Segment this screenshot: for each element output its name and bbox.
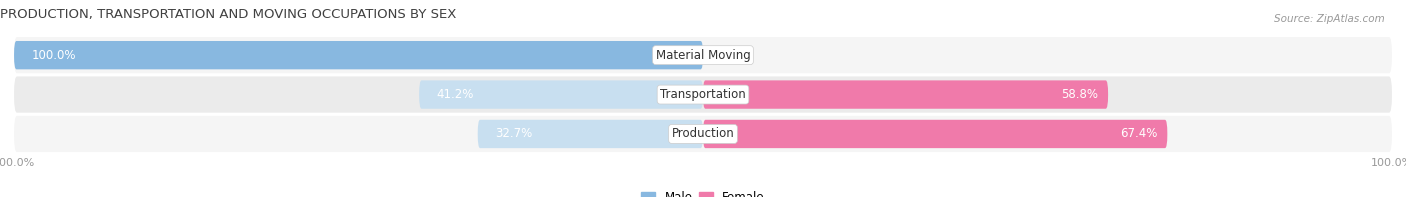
Text: 67.4%: 67.4% <box>1119 127 1157 140</box>
Text: PRODUCTION, TRANSPORTATION AND MOVING OCCUPATIONS BY SEX: PRODUCTION, TRANSPORTATION AND MOVING OC… <box>0 8 457 21</box>
Text: Production: Production <box>672 127 734 140</box>
Text: 32.7%: 32.7% <box>495 127 533 140</box>
Text: 41.2%: 41.2% <box>436 88 474 101</box>
Text: 58.8%: 58.8% <box>1060 88 1098 101</box>
Text: Transportation: Transportation <box>661 88 745 101</box>
FancyBboxPatch shape <box>478 120 703 148</box>
FancyBboxPatch shape <box>703 120 1167 148</box>
FancyBboxPatch shape <box>14 41 703 69</box>
FancyBboxPatch shape <box>14 37 1392 73</box>
Legend: Male, Female: Male, Female <box>637 187 769 197</box>
Text: Source: ZipAtlas.com: Source: ZipAtlas.com <box>1274 14 1385 24</box>
FancyBboxPatch shape <box>14 76 1392 113</box>
Text: 100.0%: 100.0% <box>31 49 76 62</box>
FancyBboxPatch shape <box>419 80 703 109</box>
FancyBboxPatch shape <box>703 80 1108 109</box>
FancyBboxPatch shape <box>14 116 1392 152</box>
Text: 0.0%: 0.0% <box>713 49 742 62</box>
Text: Material Moving: Material Moving <box>655 49 751 62</box>
